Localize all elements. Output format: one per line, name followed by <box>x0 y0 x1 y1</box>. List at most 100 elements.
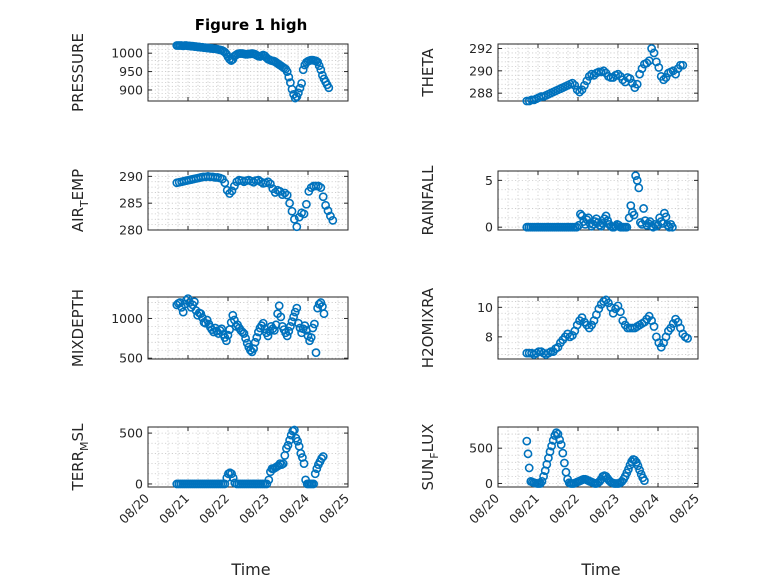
data-point <box>309 319 319 329</box>
y-axis-label: MIXDEPTH <box>69 289 87 367</box>
data-point <box>263 177 273 187</box>
data-point <box>252 333 262 342</box>
axes-box <box>497 170 699 231</box>
data-point <box>295 83 305 93</box>
data-point <box>228 310 238 320</box>
data-point <box>316 298 326 307</box>
x-tick-label: 08/24 <box>276 490 312 526</box>
data-point <box>625 74 635 84</box>
data-point <box>635 465 644 475</box>
data-point <box>537 476 547 486</box>
data-point <box>278 459 288 469</box>
data-point <box>661 212 671 222</box>
data-point <box>616 307 625 317</box>
data-point <box>289 312 298 322</box>
y-label-subscript: M <box>78 441 91 451</box>
data-point <box>309 479 318 489</box>
x-tick-label: 08/23 <box>586 491 622 527</box>
data-point <box>594 304 604 314</box>
data-point <box>241 333 250 343</box>
data-point <box>576 209 585 219</box>
data-point <box>642 58 652 68</box>
y-tick-label: 500 <box>469 441 493 456</box>
x-tick-label: 08/20 <box>116 490 152 526</box>
x-axis-label: Time <box>580 560 620 579</box>
data-point <box>310 469 320 479</box>
data-point <box>282 190 292 200</box>
axes-box <box>497 43 699 102</box>
data-point <box>654 63 664 72</box>
data-point <box>572 85 582 95</box>
data-point <box>314 61 324 71</box>
data-point <box>318 452 328 461</box>
data-point <box>269 325 279 335</box>
data-point <box>202 315 212 325</box>
data-point <box>613 69 623 79</box>
data-point <box>659 75 668 85</box>
data-point <box>178 307 188 317</box>
data-point <box>316 65 326 75</box>
data-point <box>301 199 311 209</box>
data-point <box>217 324 226 334</box>
data-point <box>632 79 642 89</box>
data-point <box>316 183 326 193</box>
axes-box <box>147 296 349 360</box>
data-point <box>289 214 299 224</box>
y-tick-label: 285 <box>119 196 143 211</box>
y-tick-label: 500 <box>119 426 143 441</box>
data-point <box>649 48 659 58</box>
data-point <box>647 44 656 53</box>
data-point <box>556 440 566 450</box>
data-point <box>296 449 306 458</box>
data-point <box>572 320 582 330</box>
x-tick-label: 08/20 <box>466 490 502 526</box>
chart-panel-left-4: 0 500 08/20 08/21 08/22 08/23 08/24 08/25 TERRMS… <box>69 423 352 579</box>
data-point <box>587 320 596 330</box>
y-axis-label: SUNFLUX <box>419 424 441 491</box>
data-point <box>552 428 561 438</box>
data-point <box>654 338 664 348</box>
data-point <box>661 73 671 82</box>
data-point <box>298 65 308 75</box>
data-point <box>292 222 302 232</box>
data-point <box>683 333 692 343</box>
data-point <box>624 464 633 474</box>
chart-panel-right-2: 0 5 RAINFALL <box>419 165 699 236</box>
data-point <box>312 464 322 474</box>
data-point <box>284 72 294 82</box>
y-axis-label: RAINFALL <box>419 165 437 236</box>
data-point <box>580 80 589 90</box>
data-point <box>577 85 587 95</box>
data-point <box>282 67 292 76</box>
x-tick-label: 08/21 <box>506 491 542 527</box>
x-tick-label: 08/25 <box>316 491 352 527</box>
data-point <box>328 215 338 225</box>
data-point <box>325 211 335 221</box>
data-point <box>622 222 632 232</box>
data-point <box>265 179 275 189</box>
data-point <box>264 475 274 485</box>
y-label-rest: SL <box>69 423 87 442</box>
data-point <box>575 87 584 97</box>
data-point <box>637 64 647 73</box>
data-point <box>584 213 593 223</box>
data-point <box>656 342 666 352</box>
data-point <box>644 311 654 321</box>
data-point <box>678 60 688 70</box>
y-axis-label: AIRTEMP <box>69 169 91 232</box>
data-point <box>220 178 230 188</box>
y-tick-label: 10 <box>477 300 493 315</box>
data-point <box>282 331 292 341</box>
data-point <box>536 479 545 488</box>
data-point <box>318 192 328 202</box>
y-label-rest: LUX <box>419 424 437 453</box>
x-tick-label: 08/21 <box>156 491 192 527</box>
y-axis-label: H2OMIXRA <box>419 287 437 368</box>
data-point <box>258 318 268 328</box>
chart-panel-left-2: 280 285 290 AIRTEMP <box>69 169 349 238</box>
data-point <box>634 183 644 193</box>
y-tick-label: 0 <box>135 476 143 491</box>
data-point <box>640 476 649 486</box>
chart-panel-left-1: 900 950 1000 PRESSURE <box>69 33 349 112</box>
